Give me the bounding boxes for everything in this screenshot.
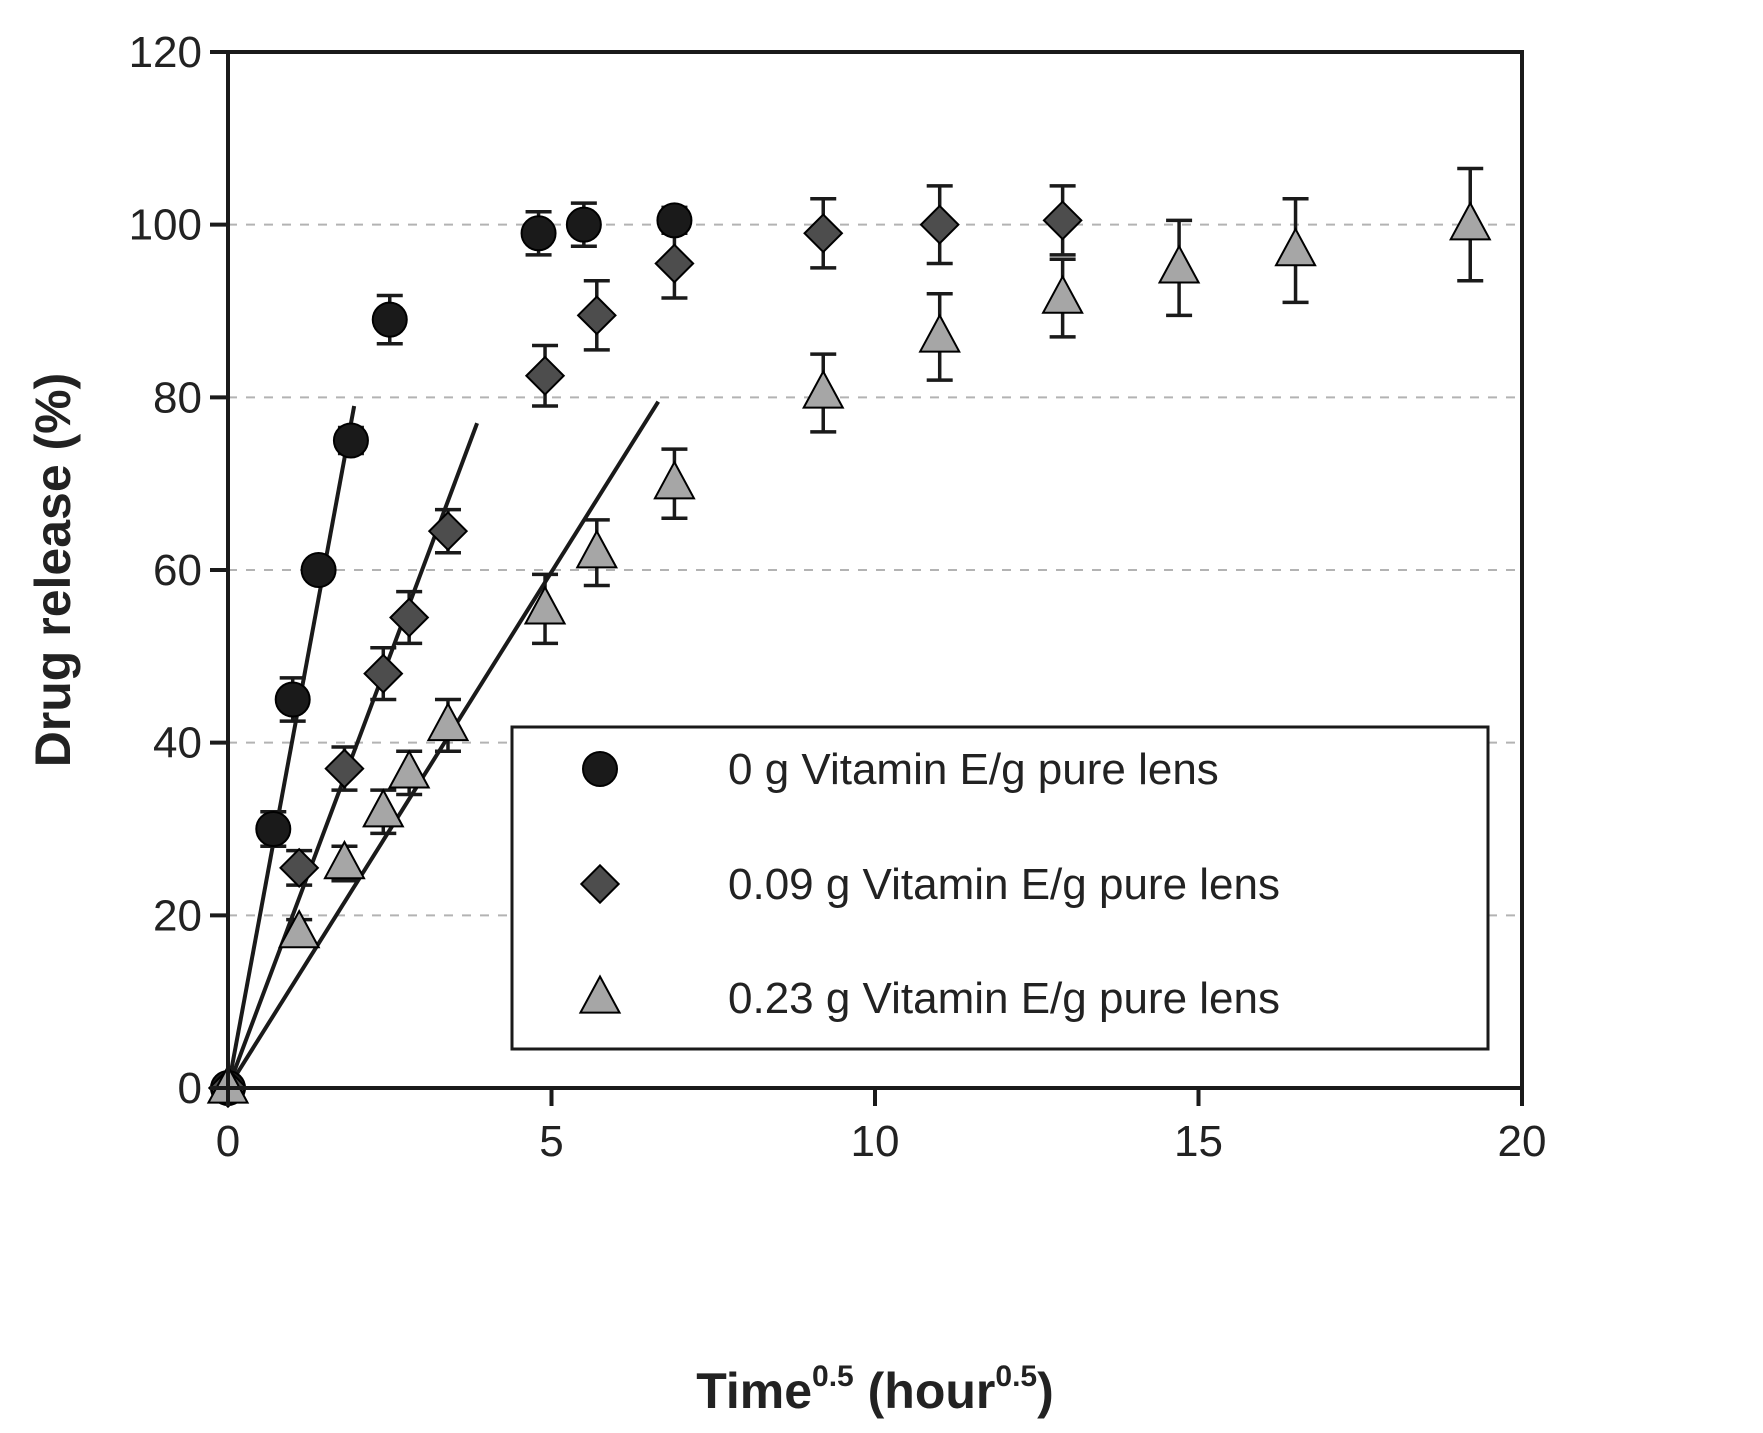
- series-1-fit-line: [226, 405, 357, 1089]
- y-tick-label-120: 120: [129, 28, 202, 77]
- series-2-point-2: [279, 847, 320, 888]
- x-tick-label-20: 20: [1498, 1117, 1547, 1166]
- x-axis-title-open-paren: (: [854, 1363, 885, 1419]
- series-1-point-7: [520, 215, 557, 252]
- legend-label-1: 0 g Vitamin E/g pure lens: [728, 745, 1219, 794]
- series-1-point-6: [371, 301, 408, 338]
- x-axis-title-sup: 0.5: [812, 1360, 854, 1393]
- series-2-point-12: [1042, 200, 1083, 241]
- series-1-point-9: [656, 202, 693, 239]
- series-3-point-3: [323, 839, 366, 880]
- x-tick-label-10: 10: [851, 1117, 900, 1166]
- series-3-point-5: [387, 749, 431, 789]
- series-1-point-5: [332, 422, 369, 459]
- x-axis-title-close-paren: ): [1037, 1363, 1054, 1419]
- series-3-point-8: [575, 529, 619, 569]
- series-3-point-13: [1157, 244, 1201, 284]
- series-2-point-7: [524, 355, 566, 396]
- series-1-point-4: [300, 552, 337, 588]
- legend-marker-1: [582, 751, 618, 787]
- series-3-point-11: [918, 313, 961, 353]
- legend-marker-2: [579, 863, 621, 905]
- x-tick-label-5: 5: [539, 1117, 563, 1166]
- legend-item-1: 0 g Vitamin E/g pure lens: [582, 745, 1219, 794]
- y-axis-title: Drug release (%): [25, 373, 81, 768]
- y-tick-label-0: 0: [178, 1064, 202, 1113]
- y-tick-label-80: 80: [153, 373, 202, 422]
- series-3-point-14: [1274, 226, 1317, 267]
- series-3-fit-line: [226, 400, 660, 1090]
- series-2-point-6: [427, 511, 469, 552]
- series-3-point-4: [362, 788, 405, 828]
- series-3-point-2: [277, 908, 321, 949]
- x-axis-title-unit-sup: 0.5: [995, 1360, 1037, 1393]
- series-3-point-15: [1449, 201, 1492, 241]
- series-2-point-3: [324, 748, 365, 789]
- y-tick-label-60: 60: [153, 546, 202, 595]
- data-markers: [206, 200, 1492, 1109]
- axis-ticks: 0 20 40 60 80 100 120 0 5 10 15 20: [129, 28, 1547, 1166]
- series-1-point-2: [255, 811, 292, 847]
- series-2-point-11: [919, 204, 960, 245]
- x-tick-label-0: 0: [216, 1117, 240, 1166]
- y-tick-label-100: 100: [129, 201, 202, 250]
- series-3-point-9: [653, 460, 696, 500]
- series-3-point-6: [426, 701, 470, 742]
- legend-marker-3: [578, 974, 622, 1014]
- legend-label-3: 0.23 g Vitamin E/g pure lens: [728, 974, 1280, 1023]
- series-2-point-5: [389, 597, 430, 638]
- x-axis-title-base: Time: [696, 1363, 812, 1419]
- series-3-point-10: [802, 369, 845, 409]
- series-3-point-12: [1041, 274, 1084, 314]
- x-axis-title: Time0.5 (hour0.5): [696, 1360, 1054, 1419]
- legend-label-2: 0.09 g Vitamin E/g pure lens: [728, 860, 1280, 909]
- legend-box: [510, 725, 1490, 1051]
- series-2-point-8: [576, 295, 617, 336]
- legend-item-3: 0.23 g Vitamin E/g pure lens: [578, 974, 1280, 1023]
- y-tick-label-40: 40: [153, 719, 202, 768]
- series-1-point-3: [274, 681, 311, 718]
- x-tick-label-15: 15: [1174, 1117, 1223, 1166]
- series-2-point-9: [654, 243, 695, 284]
- legend: 0 g Vitamin E/g pure lens 0.09 g Vitamin …: [510, 725, 1490, 1051]
- x-axis-title-unit: hour: [884, 1363, 995, 1419]
- series-2-point-10: [803, 213, 844, 254]
- series-1-point-8: [565, 206, 602, 243]
- series-2-point-4: [363, 653, 404, 694]
- legend-item-2: 0.09 g Vitamin E/g pure lens: [579, 860, 1280, 909]
- y-tick-label-20: 20: [153, 891, 202, 940]
- series-3-point-7: [523, 585, 567, 625]
